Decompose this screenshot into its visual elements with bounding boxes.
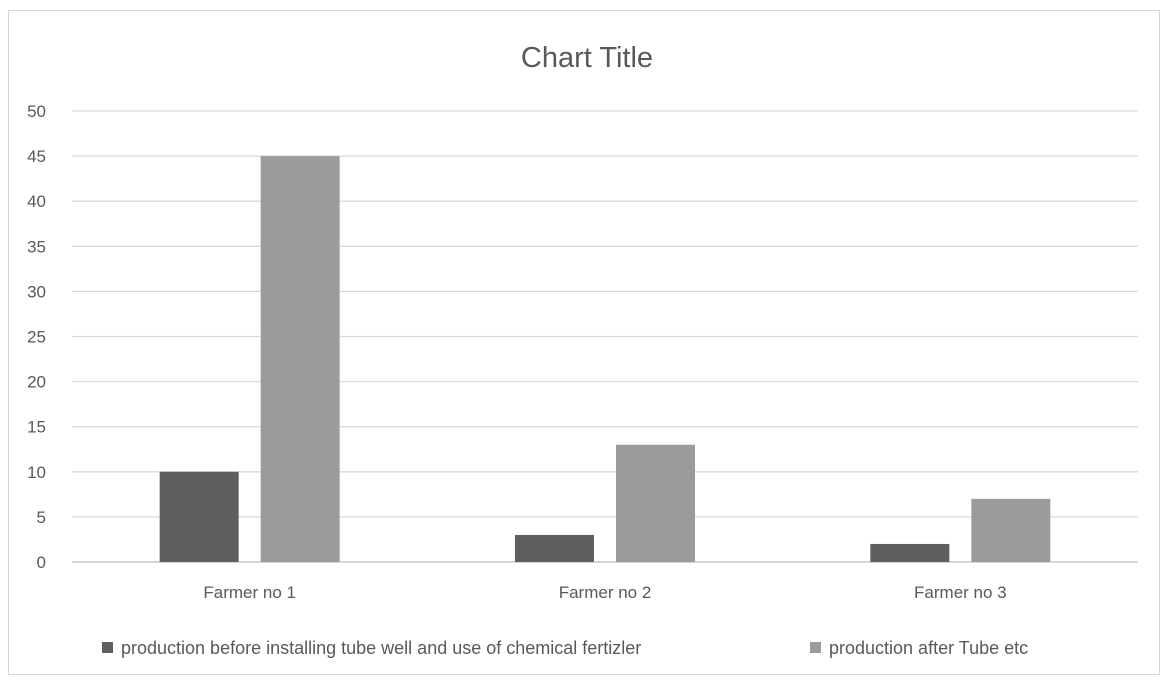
- y-tick-label: 0: [37, 553, 46, 572]
- gridlines: [72, 110, 1138, 563]
- legend-swatch: [810, 642, 821, 653]
- bar-after-farmer-1: [260, 156, 340, 562]
- y-tick-label: 40: [27, 192, 46, 211]
- legend-swatch: [102, 642, 113, 653]
- x-category-label: Farmer no 2: [559, 583, 652, 602]
- x-category-label: Farmer no 1: [203, 583, 296, 602]
- legend-label: production before installing tube well a…: [121, 638, 641, 658]
- bar-before-farmer-2: [515, 534, 594, 562]
- y-tick-label: 35: [27, 237, 46, 256]
- y-tick-label: 5: [37, 508, 46, 527]
- bar-before-farmer-1: [159, 471, 239, 562]
- y-tick-label: 45: [27, 147, 46, 166]
- chart-frame: [8, 10, 1160, 675]
- legend-label: production after Tube etc: [829, 638, 1028, 658]
- y-axis-ticks: 0 5 10 15 20 25 30 35 40 45 50: [27, 102, 46, 572]
- legend: production before installing tube well a…: [102, 638, 1028, 658]
- x-category-label: Farmer no 3: [914, 583, 1007, 602]
- bar-after-farmer-3: [971, 498, 1051, 562]
- y-tick-label: 15: [27, 418, 46, 437]
- bars: [159, 156, 1051, 562]
- y-tick-label: 50: [27, 102, 46, 121]
- y-tick-label: 25: [27, 328, 46, 347]
- bar-after-farmer-2: [616, 444, 695, 562]
- y-tick-label: 10: [27, 463, 46, 482]
- x-axis-categories: Farmer no 1 Farmer no 2 Farmer no 3: [203, 583, 1006, 602]
- y-tick-label: 20: [27, 373, 46, 392]
- bar-before-farmer-3: [870, 543, 950, 562]
- y-tick-label: 30: [27, 282, 46, 301]
- chart-title: Chart Title: [521, 42, 653, 74]
